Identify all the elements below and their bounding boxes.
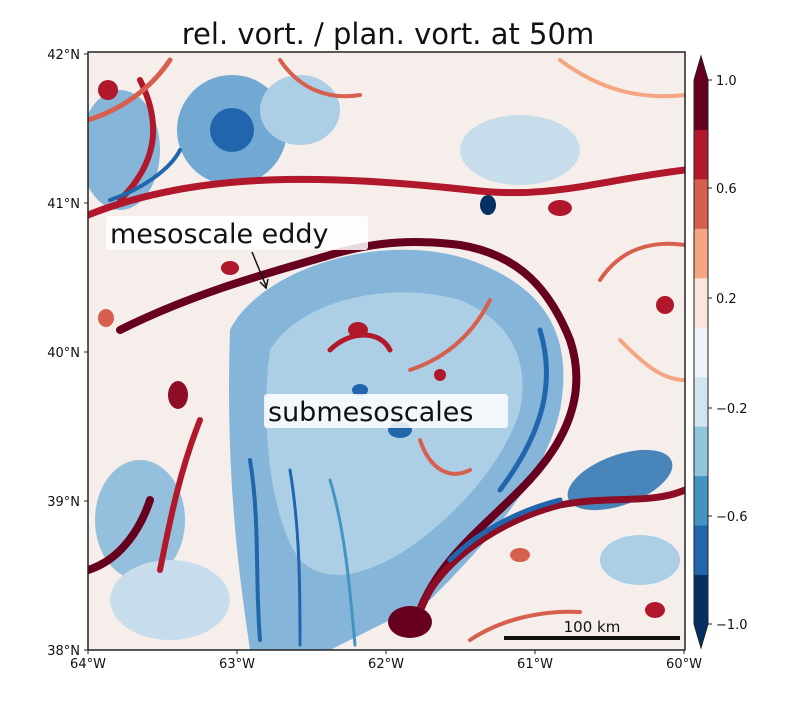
- lon-label-62: 62°W: [368, 657, 404, 672]
- colorbar-extend-max: [694, 56, 708, 80]
- colorbar-tick-neg-0.6: −0.6: [716, 510, 748, 525]
- scale-bar-label: 100 km: [564, 618, 621, 636]
- colorbar-tick-0.6: 0.6: [716, 182, 737, 197]
- lon-label-64: 64°W: [70, 657, 106, 672]
- annotation-submeso: submesoscales: [268, 397, 473, 428]
- lon-label-61: 61°W: [517, 657, 553, 672]
- lat-label-38: 38°N: [47, 644, 80, 659]
- colorbar-band: [694, 178, 708, 229]
- vorticity-field: [88, 52, 685, 650]
- colorbar-band: [694, 574, 708, 625]
- lon-label-63: 63°W: [219, 657, 255, 672]
- lat-label-41: 41°N: [47, 197, 80, 212]
- map-title: rel. vort. / plan. vort. at 50m: [182, 17, 594, 51]
- colorbar-band: [694, 475, 708, 526]
- colorbar-band: [694, 228, 708, 279]
- colorbar-extend-min: [694, 624, 708, 648]
- colorbar-band: [694, 327, 708, 378]
- annotation-eddy-arrow: [251, 251, 267, 287]
- colorbar-tick-1.0: 1.0: [716, 74, 737, 89]
- annotation-submeso-group: submesoscales: [264, 394, 508, 428]
- scale-bar: 100 km: [504, 618, 680, 640]
- colorbar-band: [694, 426, 708, 477]
- colorbar-band: [694, 80, 708, 130]
- colorbar-tick-neg-0.2: −0.2: [716, 402, 748, 417]
- lon-label-60: 60°W: [666, 657, 702, 672]
- annotation-eddy-group: mesoscale eddy: [106, 216, 368, 290]
- colorbar-band: [694, 525, 708, 576]
- colorbar-tick-0.2: 0.2: [716, 292, 737, 307]
- colorbar-ticks: 1.0 0.6 0.2 −0.2 −0.6 −1.0: [708, 74, 748, 633]
- colorbar: [693, 54, 709, 650]
- lat-label-39: 39°N: [47, 495, 80, 510]
- colorbar-band: [694, 129, 708, 180]
- annotation-eddy: mesoscale eddy: [110, 219, 329, 250]
- colorbar-tick-neg-1.0: −1.0: [716, 618, 748, 633]
- colorbar-band: [694, 277, 708, 328]
- colorbar-band: [694, 376, 708, 427]
- lat-label-42: 42°N: [47, 48, 80, 63]
- lat-label-40: 40°N: [47, 346, 80, 361]
